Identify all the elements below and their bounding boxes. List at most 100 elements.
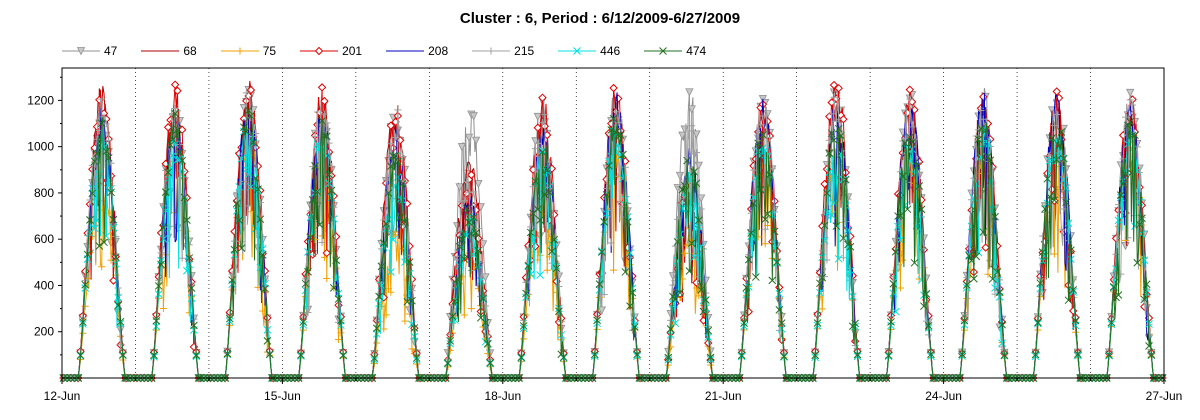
data-point	[249, 138, 258, 147]
x-tick-label: 27-Jun	[1146, 389, 1183, 403]
data-point	[1036, 279, 1045, 288]
data-point	[318, 117, 326, 125]
data-point	[913, 162, 921, 170]
data-point	[541, 111, 549, 119]
data-point	[1052, 87, 1061, 96]
data-point	[318, 238, 326, 246]
data-point	[704, 326, 713, 335]
data-point	[811, 351, 820, 360]
data-point	[841, 175, 850, 184]
data-point	[252, 129, 260, 137]
data-point	[901, 134, 909, 142]
data-point	[995, 288, 1004, 296]
data-point	[972, 179, 981, 188]
legend-label: 474	[686, 44, 707, 58]
data-point	[464, 133, 474, 143]
data-point	[1071, 316, 1080, 325]
data-point	[460, 311, 468, 319]
data-point	[744, 255, 753, 264]
data-point	[448, 312, 457, 321]
data-point	[109, 223, 118, 232]
data-point	[173, 155, 182, 164]
data-point	[1121, 170, 1130, 178]
data-point	[1123, 121, 1132, 130]
data-point	[97, 119, 106, 128]
data-point	[1140, 256, 1149, 265]
data-point	[1138, 214, 1146, 223]
data-point	[687, 105, 696, 114]
data-point	[159, 305, 167, 313]
data-point	[320, 131, 329, 140]
data-point	[375, 292, 383, 301]
data-point	[520, 335, 528, 343]
data-point	[173, 86, 182, 95]
legend: 47 68 75 201 208 215 446 474	[62, 42, 730, 60]
legend-item-47: 47	[62, 44, 117, 58]
data-point	[986, 156, 995, 165]
data-point	[680, 181, 689, 190]
y-tick-label: 800	[34, 186, 54, 200]
data-point	[386, 162, 395, 171]
data-point	[692, 149, 700, 157]
data-point	[81, 302, 89, 310]
data-point	[761, 240, 769, 248]
data-point	[536, 216, 544, 224]
data-point	[626, 248, 634, 257]
data-point	[389, 152, 398, 161]
data-point	[1041, 205, 1049, 213]
data-point	[164, 168, 172, 177]
data-point	[463, 178, 471, 186]
data-point	[401, 218, 409, 227]
chart-title: Cluster : 6, Period : 6/12/2009-6/27/200…	[459, 10, 741, 27]
data-point	[757, 121, 765, 129]
data-point	[154, 282, 163, 290]
data-point	[1122, 113, 1129, 121]
data-point	[299, 318, 308, 326]
data-point	[238, 238, 246, 246]
data-point	[384, 189, 393, 197]
data-point	[998, 343, 1006, 351]
data-point	[166, 141, 175, 149]
data-point	[910, 258, 919, 267]
data-point	[1050, 122, 1058, 130]
data-point	[187, 294, 196, 302]
legend-marker	[76, 47, 86, 56]
data-point	[920, 302, 928, 311]
data-point	[666, 325, 675, 333]
data-point	[692, 179, 701, 188]
data-point	[469, 213, 478, 222]
data-point	[621, 268, 630, 276]
data-point	[545, 182, 554, 191]
x-axis: 12-Jun 15-Jun 18-Jun 21-Jun 24-Jun 27-Jun	[44, 378, 1183, 403]
data-point	[161, 206, 170, 215]
data-point	[773, 258, 781, 266]
data-point	[159, 235, 168, 243]
data-point	[1145, 320, 1153, 328]
data-point	[977, 106, 985, 114]
data-point	[768, 276, 777, 285]
data-point	[1114, 291, 1123, 299]
data-point	[102, 147, 111, 156]
data-point	[780, 352, 788, 361]
data-point	[610, 266, 618, 274]
data-point	[315, 220, 324, 229]
data-point	[382, 176, 390, 184]
data-point	[694, 161, 703, 171]
data-point	[830, 136, 838, 145]
data-point	[906, 95, 914, 103]
data-point	[183, 266, 191, 275]
data-point	[455, 183, 464, 192]
data-point	[107, 188, 115, 197]
data-point	[1059, 154, 1068, 163]
legend-label: 201	[342, 44, 363, 58]
data-point	[621, 163, 629, 171]
data-point	[538, 148, 547, 156]
data-point	[908, 138, 917, 147]
data-point	[534, 140, 542, 148]
data-point	[457, 143, 467, 152]
data-point	[614, 118, 622, 126]
data-point	[1107, 318, 1116, 327]
data-point	[991, 212, 999, 221]
data-point	[981, 126, 990, 135]
